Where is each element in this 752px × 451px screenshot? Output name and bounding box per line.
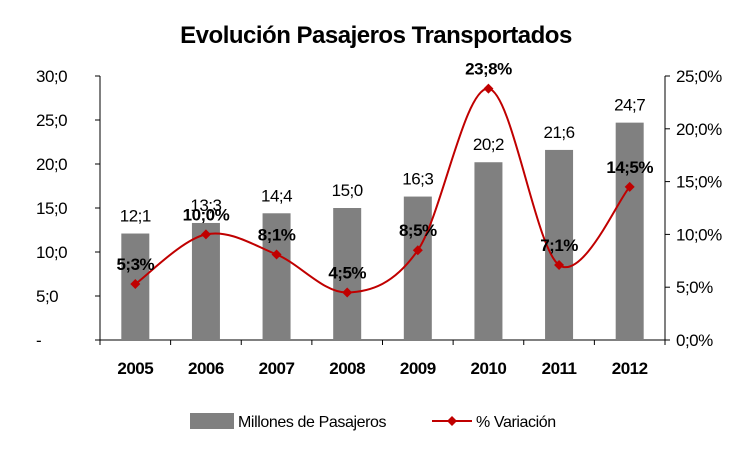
line-data-label: 23;8% bbox=[465, 60, 512, 79]
bar bbox=[262, 213, 291, 340]
bar-data-label: 24;7 bbox=[614, 96, 645, 115]
line-point-diamond bbox=[554, 260, 565, 271]
line-point-diamond bbox=[130, 279, 141, 290]
bar bbox=[403, 196, 432, 340]
line-point-diamond bbox=[483, 83, 494, 94]
line-point-diamond bbox=[412, 245, 423, 256]
x-category-label: 2012 bbox=[612, 359, 648, 378]
axes: - 5;0 10;0 15;0 20;0 25;0 30;0 0;0% 5;0% 10;0% 15;… bbox=[36, 67, 723, 350]
y-left-tick-label: 15;0 bbox=[36, 199, 67, 218]
bar-data-label: 14;4 bbox=[261, 186, 292, 205]
line-series bbox=[130, 83, 635, 298]
bar bbox=[474, 162, 503, 340]
x-category-label: 2010 bbox=[471, 359, 507, 378]
line-data-label: 5;3% bbox=[116, 255, 154, 274]
y-right-tick-label: 10;0% bbox=[676, 225, 722, 244]
x-category-label: 2006 bbox=[188, 359, 224, 378]
line-point-diamond bbox=[624, 181, 635, 192]
bar-data-label: 21;6 bbox=[544, 123, 575, 142]
line-data-label: 8;5% bbox=[399, 221, 437, 240]
x-category-label: 2009 bbox=[400, 359, 436, 378]
y-left-tick-label: 30;0 bbox=[36, 67, 67, 86]
x-category-label: 2008 bbox=[329, 359, 365, 378]
bar bbox=[615, 122, 644, 340]
y-left-tick-label: 5;0 bbox=[36, 287, 58, 306]
bar bbox=[545, 149, 574, 340]
legend-label-bars: Millones de Pasajeros bbox=[238, 414, 387, 431]
bar bbox=[191, 222, 220, 340]
bar-data-label: 20;2 bbox=[473, 135, 504, 154]
y-right-tick-label: 5;0% bbox=[676, 278, 713, 297]
legend-label-line: % Variación bbox=[476, 414, 556, 431]
bar-series bbox=[121, 122, 644, 340]
y-right-tick-label: 0;0% bbox=[676, 331, 713, 350]
legend-swatch-bars bbox=[190, 413, 234, 429]
line-data-label: 8;1% bbox=[258, 225, 296, 244]
bar-data-label: 12;1 bbox=[120, 207, 151, 226]
bar-data-label: 16;3 bbox=[402, 170, 433, 189]
y-left-tick-label: 25;0 bbox=[36, 111, 67, 130]
y-right-tick-label: 25;0% bbox=[676, 67, 722, 86]
line-data-label: 7;1% bbox=[540, 236, 578, 255]
x-category-label: 2007 bbox=[259, 359, 295, 378]
bar-data-labels: 12;1 13;3 14;4 15;0 16;3 20;2 21;6 24;7 bbox=[120, 96, 646, 226]
bar-data-label: 15;0 bbox=[332, 181, 363, 200]
line-data-labels: 5;3% 10;0% 8;1% 4;5% 8;5% 23;8% 7;1% 14;5% bbox=[116, 60, 653, 283]
legend: Millones de Pasajeros % Variación bbox=[190, 413, 556, 431]
y-right-tick-label: 20;0% bbox=[676, 120, 722, 139]
y-left-tick-label: - bbox=[36, 331, 41, 350]
line-point-diamond bbox=[271, 249, 282, 260]
y-right-tick-label: 15;0% bbox=[676, 173, 722, 192]
chart-title: Evolución Pasajeros Transportados bbox=[180, 22, 572, 49]
line-data-label: 10;0% bbox=[183, 205, 230, 224]
line-point-diamond bbox=[200, 229, 211, 240]
x-category-label: 2011 bbox=[542, 359, 577, 378]
line-point-diamond bbox=[342, 287, 353, 298]
legend-marker-diamond-icon bbox=[447, 416, 457, 426]
bar bbox=[333, 208, 362, 340]
bar-data-label: 13;3 bbox=[190, 196, 221, 215]
line-data-label: 4;5% bbox=[328, 263, 366, 282]
x-category-label: 2005 bbox=[117, 359, 153, 378]
x-axis-categories: 2005 2006 2007 2008 2009 2010 2011 2012 bbox=[117, 359, 648, 378]
y-left-tick-label: 20;0 bbox=[36, 155, 67, 174]
line-data-label: 14;5% bbox=[606, 158, 653, 177]
y-left-tick-label: 10;0 bbox=[36, 243, 67, 262]
